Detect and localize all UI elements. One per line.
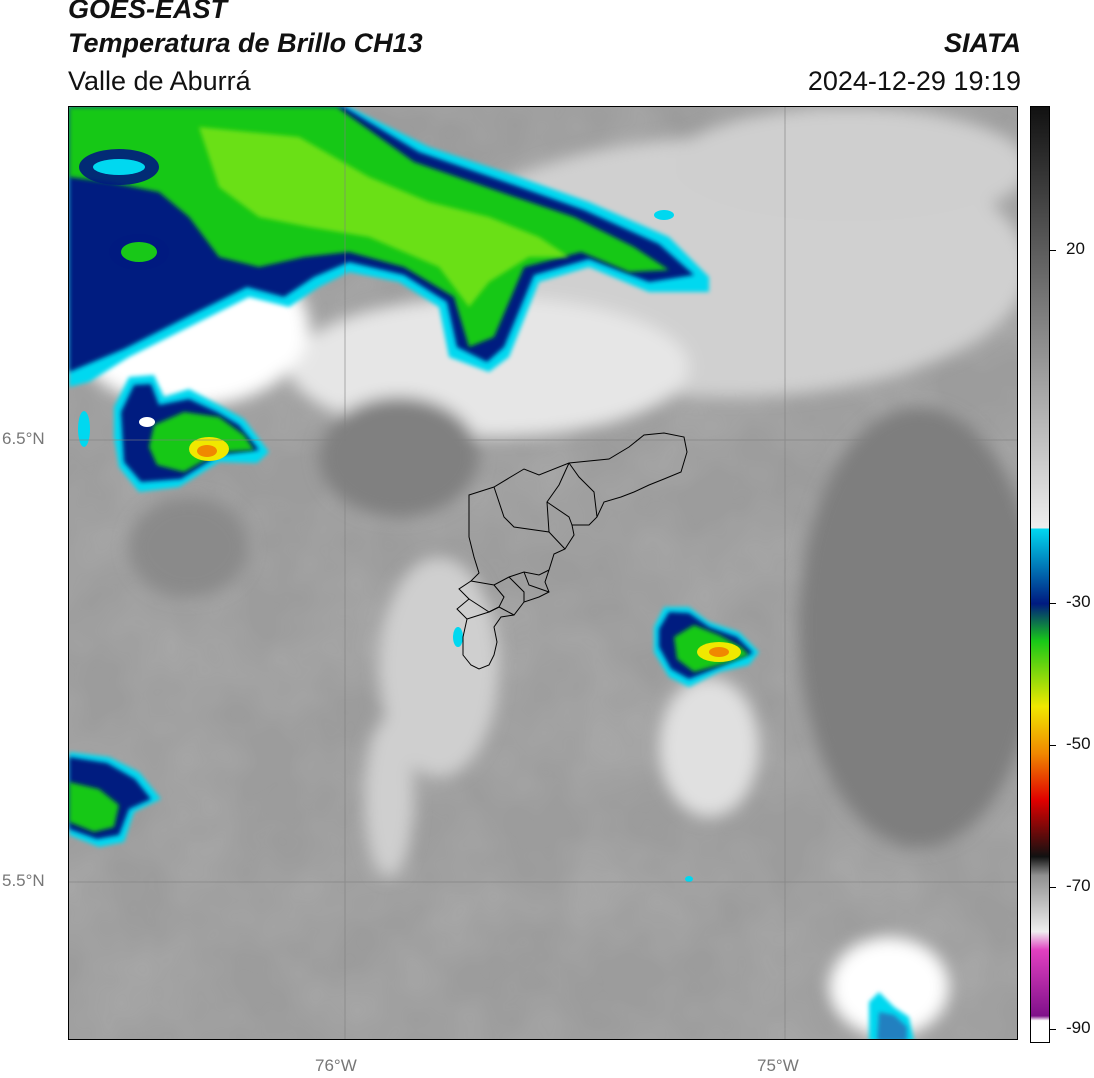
colorbar [1030, 106, 1050, 1043]
cold-cloud-northwest [69, 107, 709, 387]
datetime-label: 2024-12-29 19:19 [807, 66, 1021, 96]
convective-cell-southwest [69, 752, 161, 847]
colorbar-tick-20 [1050, 250, 1056, 251]
lat-label-5-5: 5.5°N [2, 871, 45, 890]
lon-label-75: 75°W [757, 1056, 799, 1075]
map-canvas [69, 107, 1017, 1039]
satellite-map[interactable] [68, 106, 1018, 1040]
colorbar-fill [1031, 107, 1049, 1042]
satellite-title: GOES-EAST [68, 0, 228, 24]
colorbar-label-minus90: -90 [1066, 1018, 1091, 1037]
municipal-boundaries [456, 432, 688, 670]
colorbar-label-minus50: -50 [1066, 734, 1091, 753]
convective-cell-south [869, 992, 914, 1039]
org-label: SIATA [944, 28, 1021, 58]
colorbar-tick-minus90 [1050, 1029, 1056, 1030]
convective-cell-west [78, 375, 269, 492]
product-title: Temperatura de Brillo CH13 [68, 28, 423, 58]
convective-cell-east [453, 607, 759, 882]
lon-label-76: 76°W [315, 1056, 357, 1075]
colorbar-label-minus30: -30 [1066, 592, 1091, 611]
colorbar-tick-minus70 [1050, 887, 1056, 888]
colorbar-gradient [1031, 107, 1049, 1042]
colorbar-label-20: 20 [1066, 239, 1085, 258]
lat-label-6-5: 6.5°N [2, 429, 45, 448]
colorbar-tick-minus30 [1050, 603, 1056, 604]
colorbar-tick-minus50 [1050, 745, 1056, 746]
region-subtitle: Valle de Aburrá [68, 66, 251, 96]
colorbar-label-minus70: -70 [1066, 876, 1091, 895]
gridlines [69, 107, 1017, 1039]
